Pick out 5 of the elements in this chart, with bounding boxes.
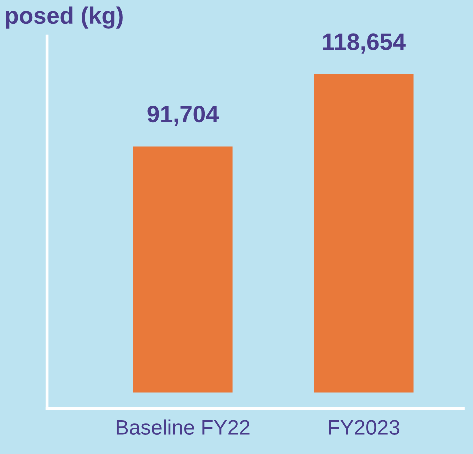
x-tick-label: FY2023 bbox=[329, 420, 400, 436]
data-label: 118,654 bbox=[323, 34, 406, 54]
data-label: 91,704 bbox=[148, 106, 220, 126]
chart-title: posed (kg) bbox=[6, 6, 123, 29]
x-tick-label: Baseline FY22 bbox=[116, 420, 250, 436]
